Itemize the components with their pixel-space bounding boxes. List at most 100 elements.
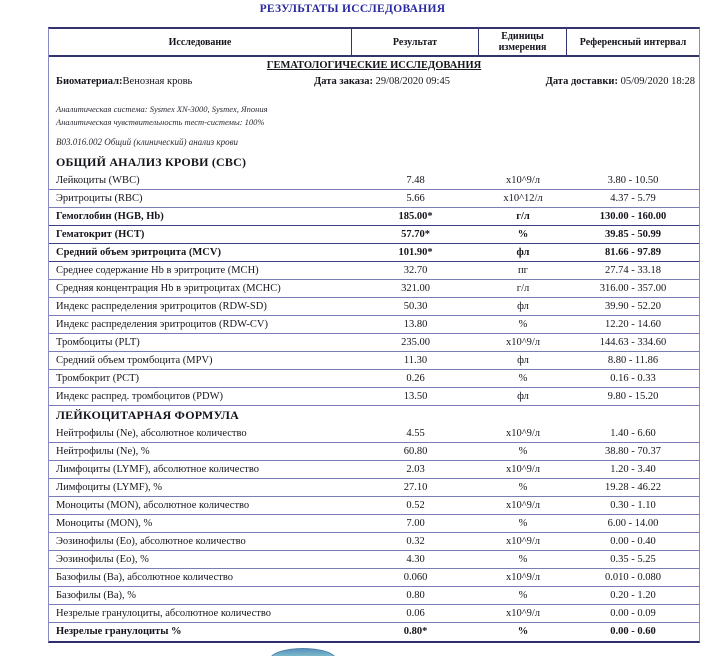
cell-result: 0.06	[406, 608, 425, 619]
cell-result: 321.00	[401, 283, 430, 294]
cell-range: 130.00 - 160.00	[599, 211, 667, 222]
cell-units: x10^9/л	[505, 464, 541, 475]
results-table: Исследование Результат Единицы измерения…	[48, 27, 700, 643]
table-row: Средняя концентрация Hb в эритроцитах (M…	[49, 280, 699, 298]
cell-name: Базофилы (Ba), %	[56, 590, 137, 601]
cell-name: Эозинофилы (Eo), абсолютное количество	[56, 536, 246, 547]
column-header-reference: Референсный интервал	[579, 36, 687, 48]
cell-name: Гематокрит (HCT)	[56, 229, 145, 240]
delivery-date: Дата доставки: 05/09/2020 18:28	[524, 74, 695, 91]
table-row: Моноциты (MON), абсолютное количество 0.5…	[49, 497, 699, 515]
cell-range: 0.16 - 0.33	[610, 373, 656, 384]
group-title: ГЕМАТОЛОГИЧЕСКИЕ ИССЛЕДОВАНИЯ	[266, 60, 482, 71]
order-date: Дата заказа: 29/08/2020 09:45	[314, 74, 524, 91]
cell-units: x10^9/л	[505, 608, 541, 619]
cell-units: x10^9/л	[505, 175, 541, 186]
table-header-row: Исследование Результат Единицы измерения…	[49, 29, 699, 57]
cell-range: 1.20 - 3.40	[610, 464, 656, 475]
cell-units: %	[518, 518, 528, 529]
cell-name: Нейтрофилы (Ne), %	[56, 446, 150, 457]
cell-range: 8.80 - 11.86	[607, 355, 659, 366]
results-body: ОБЩИЙ АНАЛИЗ КРОВИ (СВС) Лейкоциты (WBC) 7…	[49, 153, 699, 641]
cell-range: 3.80 - 10.50	[607, 175, 659, 186]
table-row: Гематокрит (HCT) 57.70*% 39.85 - 50.99	[49, 226, 699, 244]
delivery-date-value: 05/09/2020 18:28	[620, 76, 695, 87]
cell-range: 144.63 - 334.60	[599, 337, 667, 348]
cell-name: Средняя концентрация Hb в эритроцитах (M…	[56, 283, 281, 294]
biomaterial-value: Венозная кровь	[122, 76, 193, 87]
cell-range: 0.00 - 0.60	[610, 626, 656, 637]
cell-name: Лимфоциты (LYMF), %	[56, 482, 163, 493]
cell-result: 32.70	[403, 265, 428, 276]
cell-units: x10^9/л	[505, 536, 541, 547]
cell-name: Индекс распределения эритроцитов (RDW-CV…	[56, 319, 268, 330]
table-row: Базофилы (Ba), абсолютное количество 0.06…	[49, 569, 699, 587]
cell-result: 5.66	[406, 193, 425, 204]
table-row: Нейтрофилы (Ne), % 60.80% 38.80 - 70.37	[49, 443, 699, 461]
cell-result: 13.80	[403, 319, 428, 330]
table-row: Средний объем эритроцита (MCV) 101.90* фл 8…	[49, 244, 699, 262]
cell-result: 101.90*	[398, 247, 433, 258]
table-row: Лейкоциты (WBC) 7.48 x10^9/л 3.80 - 10.50	[49, 172, 699, 190]
cell-units: x10^9/л	[505, 337, 541, 348]
cell-name: Незрелые гранулоциты, абсолютное количес…	[56, 608, 271, 619]
cell-units: г/л	[516, 283, 530, 294]
cell-units: %	[518, 554, 528, 565]
cell-result: 2.03	[406, 464, 425, 475]
cell-result: 7.48	[406, 175, 425, 186]
order-date-label: Дата заказа:	[314, 76, 373, 87]
cell-range: 81.66 - 97.89	[605, 247, 661, 258]
cell-name: Индекс распред. тромбоцитов (PDW)	[56, 391, 223, 402]
cell-result: 185.00*	[398, 211, 433, 222]
analytical-sensitivity-note: Аналитическая чувствительность тест-сист…	[56, 117, 265, 127]
cell-name: Тромбоциты (PLT)	[56, 337, 140, 348]
cell-name: Эритроциты (RBC)	[56, 193, 143, 204]
cell-units: фл	[516, 247, 530, 258]
cell-result: 235.00	[401, 337, 430, 348]
cell-result: 13.50	[403, 391, 428, 402]
cell-name: Лимфоциты (LYMF), абсолютное количество	[56, 464, 260, 475]
cell-result: 0.80*	[403, 626, 428, 637]
table-row: Гемоглобин (HGB, Hb) 185.00* г/л 130.00 - 1…	[49, 208, 699, 226]
cell-range: 0.30 - 1.10	[610, 500, 656, 511]
table-row: Тромбоциты (PLT) 235.00 x10^9/л 144.63 - 33…	[49, 334, 699, 352]
cell-units: фл	[517, 355, 529, 366]
cell-units: %	[517, 229, 529, 240]
cell-range: 316.00 - 357.00	[599, 283, 667, 294]
cell-result: 57.70*	[401, 229, 430, 240]
cell-name: Эозинофилы (Eo), %	[56, 554, 149, 565]
table-row: Эозинофилы (Eo), абсолютное количество 0.…	[49, 533, 699, 551]
cell-units: пг	[518, 265, 528, 276]
cell-units: фл	[517, 301, 529, 312]
biomaterial: Биоматериал:Венозная кровь	[56, 74, 314, 91]
table-row: Незрелые гранулоциты, абсолютное количес…	[49, 605, 699, 623]
cell-range: 4.37 - 5.79	[610, 193, 656, 204]
table-row: Индекс распред. тромбоцитов (PDW) 13.50 фл…	[49, 388, 699, 406]
cell-name: Моноциты (MON), %	[56, 518, 153, 529]
table-row: Лимфоциты (LYMF), % 27.10% 19.28 - 46.22	[49, 479, 699, 497]
cell-name: Средний объем эритроцита (MCV)	[56, 247, 221, 258]
cell-result: 50.30	[403, 301, 428, 312]
column-header-result: Результат	[352, 29, 479, 55]
cell-name: Тромбокрит (PCT)	[56, 373, 139, 384]
table-row: Моноциты (MON), % 7.00% 6.00 - 14.00	[49, 515, 699, 533]
cell-units: фл	[517, 391, 529, 402]
section-header: ОБЩИЙ АНАЛИЗ КРОВИ (СВС)	[56, 155, 247, 169]
cell-units: %	[518, 373, 528, 384]
cell-range: 19.28 - 46.22	[605, 482, 661, 493]
cell-units: x10^12/л	[503, 193, 543, 204]
service-code: B03.016.002 Общий (клинический) анализ к…	[56, 137, 238, 147]
stamp-seal-icon	[270, 648, 336, 656]
cell-name: Средний объем тромбоцита (MPV)	[56, 355, 213, 366]
cell-range: 0.35 - 5.25	[610, 554, 656, 565]
table-row: Незрелые гранулоциты % 0.80*% 0.00 - 0.60	[49, 623, 699, 641]
column-header-units: Единицы измерения	[479, 29, 567, 55]
section-header: ЛЕЙКОЦИТАРНАЯ ФОРМУЛА	[56, 408, 239, 422]
cell-units: x10^9/л	[505, 500, 541, 511]
cell-name: Индекс распределения эритроцитов (RDW-SD…	[56, 301, 267, 312]
cell-result: 11.30	[403, 355, 428, 366]
table-row: Нейтрофилы (Ne), абсолютное количество 4.…	[49, 425, 699, 443]
cell-result: 60.80	[403, 446, 428, 457]
cell-units: г/л	[516, 211, 530, 222]
